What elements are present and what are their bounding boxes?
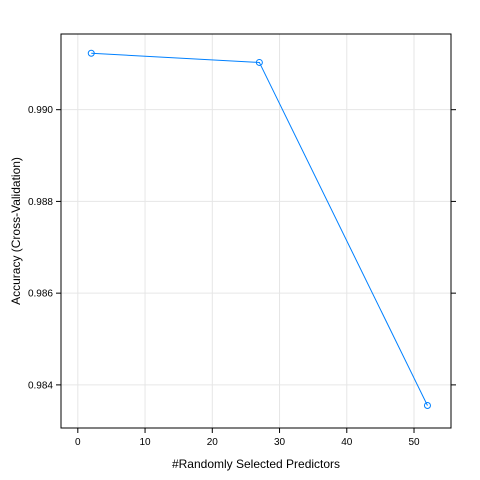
x-tick-label: 20 [207,437,219,448]
x-tick-label: 40 [341,437,353,448]
y-tick-label: 0.986 [28,289,53,300]
plot-frame [60,33,452,429]
data-point [255,58,263,66]
data-point [87,49,95,57]
y-tick-label: 0.984 [28,380,53,391]
y-tick-label: 0.988 [28,197,53,208]
x-tick-label: 30 [274,437,286,448]
x-tick-label: 50 [408,437,420,448]
x-tick-label: 10 [139,437,151,448]
data-point [423,402,431,410]
y-tick-label: 0.990 [28,105,53,116]
series-line [91,52,428,406]
axes: 0 10 20 30 40 50 0.984 0.986 0.988 0.990 [28,105,456,448]
x-tick-label: 0 [75,437,81,448]
y-axis-title: Accuracy (Cross-Validation) [9,157,23,305]
series-layer [87,49,431,410]
grid [61,34,451,428]
x-axis-title: #Randomly Selected Predictors [172,457,340,471]
